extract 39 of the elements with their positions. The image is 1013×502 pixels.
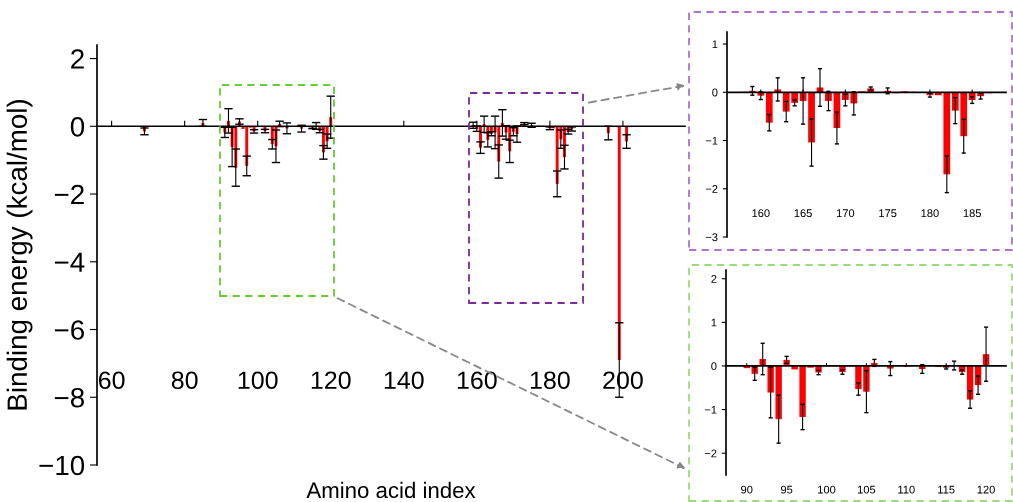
y-tick-label: 2 — [711, 274, 717, 283]
x-tick-label: 100 — [238, 371, 278, 390]
y-tick-label: 1 — [711, 318, 717, 327]
y-tick-label: −1 — [705, 136, 718, 145]
y-tick-label: 0 — [712, 88, 718, 97]
x-tick-label: 175 — [879, 209, 897, 218]
y-axis-title: Binding energy (kcal/mol) — [6, 100, 33, 410]
x-axis-title: Amino acid index — [306, 481, 476, 499]
x-tick-label: 115 — [938, 485, 955, 494]
y-tick-label: −2 — [54, 184, 84, 205]
y-tick-label: −2 — [704, 449, 717, 458]
y-tick-label: −2 — [705, 185, 718, 193]
y-tick-label: 0 — [70, 116, 85, 137]
x-tick-label: 180 — [530, 371, 570, 390]
x-tick-label: 90 — [741, 485, 753, 494]
y-tick-label: −3 — [705, 233, 718, 242]
y-tick-label: −10 — [39, 455, 85, 476]
y-tick-label: −6 — [54, 320, 84, 340]
x-tick-label: 110 — [898, 485, 915, 494]
x-tick-label: 105 — [857, 485, 876, 494]
x-tick-label: 160 — [752, 209, 770, 218]
y-tick-label: −1 — [704, 405, 717, 414]
y-tick-label: 0 — [711, 362, 717, 371]
x-tick-label: 100 — [818, 485, 836, 494]
y-tick-label: −4 — [54, 252, 85, 272]
x-tick-label: 180 — [921, 209, 939, 218]
x-tick-label: 140 — [384, 371, 424, 390]
x-tick-label: 160 — [457, 371, 497, 390]
x-tick-label: 170 — [836, 209, 855, 218]
x-tick-label: 95 — [780, 485, 793, 494]
x-tick-label: 185 — [963, 209, 981, 218]
x-tick-label: 80 — [171, 371, 198, 390]
x-tick-label: 60 — [98, 371, 125, 390]
x-tick-label: 165 — [794, 209, 812, 218]
y-tick-label: 2 — [71, 49, 84, 69]
x-tick-label: 120 — [311, 371, 351, 390]
y-tick-label: 1 — [712, 40, 718, 49]
y-tick-label: −8 — [54, 387, 84, 408]
x-tick-label: 120 — [977, 485, 995, 494]
